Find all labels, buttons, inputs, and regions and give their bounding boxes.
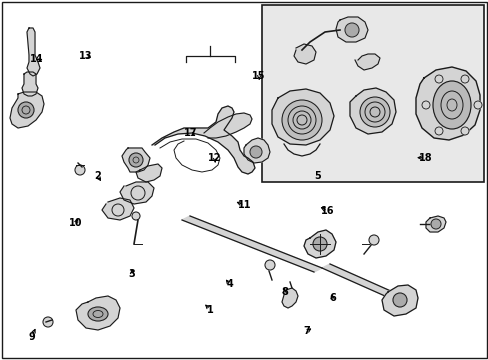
Text: 12: 12 [208,153,222,163]
Polygon shape [76,296,120,330]
Ellipse shape [88,307,108,321]
Text: 18: 18 [418,153,431,163]
Polygon shape [335,17,367,42]
Circle shape [264,260,274,270]
Text: 9: 9 [28,332,35,342]
Text: 4: 4 [226,279,233,289]
Text: 7: 7 [303,326,310,336]
Circle shape [460,75,468,83]
Polygon shape [10,92,44,128]
Polygon shape [321,264,401,300]
Text: 1: 1 [206,305,213,315]
Polygon shape [381,285,417,316]
Circle shape [312,237,326,251]
Circle shape [434,127,442,135]
Circle shape [75,165,85,175]
Circle shape [18,102,34,118]
Circle shape [368,235,378,245]
Text: 2: 2 [94,171,101,181]
Ellipse shape [432,81,470,129]
Text: 6: 6 [328,293,335,303]
Circle shape [421,101,429,109]
Polygon shape [27,28,40,76]
Polygon shape [415,67,479,140]
Text: 14: 14 [30,54,43,64]
Circle shape [392,293,406,307]
Polygon shape [182,216,321,272]
Text: 11: 11 [237,200,251,210]
Polygon shape [136,164,162,182]
Text: 13: 13 [79,51,92,61]
Polygon shape [425,216,445,232]
Polygon shape [152,106,254,174]
Circle shape [434,75,442,83]
Circle shape [473,101,481,109]
Text: 3: 3 [128,269,135,279]
Polygon shape [304,230,335,258]
Polygon shape [349,88,395,134]
Polygon shape [120,182,154,204]
Circle shape [249,146,262,158]
Circle shape [129,153,142,167]
Text: 17: 17 [183,128,197,138]
Text: 8: 8 [281,287,287,297]
Polygon shape [22,72,38,96]
Circle shape [132,212,140,220]
Polygon shape [282,288,297,308]
Text: 15: 15 [252,71,265,81]
Text: 10: 10 [69,218,82,228]
Text: 5: 5 [314,171,321,181]
Polygon shape [354,54,379,70]
Polygon shape [244,138,269,163]
Circle shape [359,97,389,127]
Circle shape [43,317,53,327]
Text: 16: 16 [320,206,334,216]
Circle shape [430,219,440,229]
Bar [262,5,483,182]
Polygon shape [122,148,150,172]
Circle shape [460,127,468,135]
Polygon shape [203,113,251,138]
Polygon shape [102,198,134,220]
Circle shape [345,23,358,37]
Polygon shape [293,44,315,64]
Circle shape [282,100,321,140]
Polygon shape [271,89,333,145]
